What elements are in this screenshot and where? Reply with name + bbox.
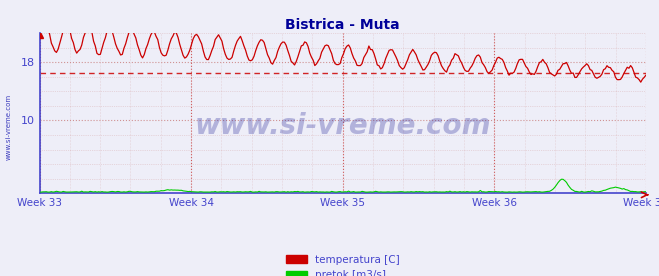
Text: www.si-vreme.com: www.si-vreme.com [194,112,491,140]
Legend: temperatura [C], pretok [m3/s]: temperatura [C], pretok [m3/s] [281,251,404,276]
Text: www.si-vreme.com: www.si-vreme.com [5,94,11,160]
Title: Bistrica - Muta: Bistrica - Muta [285,18,400,32]
